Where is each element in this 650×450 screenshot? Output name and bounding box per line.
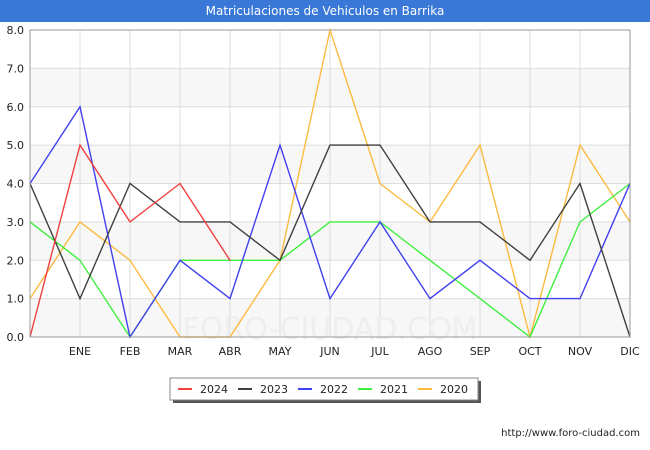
data-point-2020 bbox=[129, 259, 131, 261]
y-tick-label: 4.0 bbox=[7, 178, 25, 191]
data-point-2024 bbox=[179, 182, 181, 185]
data-point-2022 bbox=[479, 259, 481, 261]
data-point-2023 bbox=[279, 259, 281, 261]
data-point-2024 bbox=[79, 144, 81, 146]
data-point-2022 bbox=[79, 106, 81, 108]
x-tick-label: OCT bbox=[518, 345, 541, 358]
y-tick-label: 3.0 bbox=[7, 216, 25, 229]
data-point-2022 bbox=[279, 144, 281, 146]
footer-url[interactable]: http://www.foro-ciudad.com bbox=[501, 428, 640, 439]
y-tick-label: 7.0 bbox=[7, 62, 25, 75]
data-point-2021 bbox=[429, 259, 431, 261]
x-tick-label: NOV bbox=[568, 345, 593, 358]
x-tick-label: SEP bbox=[470, 345, 491, 358]
y-tick-label: 1.0 bbox=[7, 293, 25, 306]
data-point-2023 bbox=[129, 182, 131, 185]
data-point-2022 bbox=[579, 298, 581, 300]
legend-label-2022: 2022 bbox=[320, 383, 348, 396]
data-point-2022 bbox=[429, 298, 431, 300]
data-point-2023 bbox=[179, 221, 181, 223]
watermark: FORO-CIUDAD.COM bbox=[183, 312, 478, 347]
x-tick-label: DIC bbox=[620, 345, 640, 358]
data-point-2021 bbox=[579, 221, 581, 223]
y-tick-label: 5.0 bbox=[7, 139, 25, 152]
data-point-2023 bbox=[79, 298, 81, 300]
data-point-2020 bbox=[579, 144, 581, 146]
data-point-2021 bbox=[79, 259, 81, 261]
y-tick-label: 6.0 bbox=[7, 101, 25, 114]
data-point-2021 bbox=[329, 221, 331, 223]
x-axis: ENE FEB MAR ABR MAY JUN JUL AGO SEP OCT NOV DIC bbox=[69, 345, 640, 358]
data-point-2023 bbox=[229, 221, 231, 223]
x-tick-label: JUN bbox=[319, 345, 340, 358]
legend-label-2023: 2023 bbox=[260, 383, 288, 396]
data-point-2024 bbox=[129, 221, 131, 223]
plot-frame bbox=[29, 29, 631, 338]
data-point-2020 bbox=[79, 221, 81, 223]
legend: 2024 2023 2022 2021 2020 bbox=[169, 377, 481, 403]
y-tick-label: 0.0 bbox=[7, 331, 25, 344]
x-tick-label: MAY bbox=[269, 345, 292, 358]
data-point-2020 bbox=[379, 182, 381, 185]
data-point-2023 bbox=[529, 259, 531, 261]
x-tick-label: FEB bbox=[120, 345, 141, 358]
y-tick-label: 2.0 bbox=[7, 254, 25, 267]
x-tick-label: ABR bbox=[219, 345, 242, 358]
data-point-2022 bbox=[379, 221, 381, 223]
data-point-2023 bbox=[479, 221, 481, 223]
legend-label-2021: 2021 bbox=[380, 383, 408, 396]
x-tick-label: AGO bbox=[418, 345, 443, 358]
y-axis: 0.0 1.0 2.0 3.0 4.0 5.0 6.0 7.0 8.0 bbox=[7, 24, 25, 344]
data-point-2023 bbox=[579, 182, 581, 185]
x-tick-label: MAR bbox=[168, 345, 193, 358]
x-tick-label: ENE bbox=[69, 345, 91, 358]
data-point-2023 bbox=[429, 221, 431, 223]
data-point-2023 bbox=[379, 144, 381, 146]
legend-label-2020: 2020 bbox=[440, 383, 468, 396]
data-point-2022 bbox=[529, 298, 531, 300]
y-tick-label: 8.0 bbox=[7, 24, 25, 37]
data-point-2022 bbox=[179, 259, 181, 261]
x-tick-label: JUL bbox=[370, 345, 389, 358]
data-point-2020 bbox=[479, 144, 481, 146]
chart-title: Matriculaciones de Vehiculos en Barrika bbox=[0, 0, 650, 22]
legend-label-2024: 2024 bbox=[200, 383, 228, 396]
legend-box bbox=[169, 377, 479, 401]
data-point-2023 bbox=[329, 144, 331, 146]
data-point-2021 bbox=[479, 298, 481, 300]
data-point-2024 bbox=[229, 259, 231, 261]
line-chart: FORO-CIUDAD.COM 0.0 1.0 2.0 3.0 4.0 5.0 6.0 7.0… bbox=[7, 24, 640, 403]
data-point-2022 bbox=[229, 298, 231, 300]
data-point-2022 bbox=[329, 298, 331, 300]
